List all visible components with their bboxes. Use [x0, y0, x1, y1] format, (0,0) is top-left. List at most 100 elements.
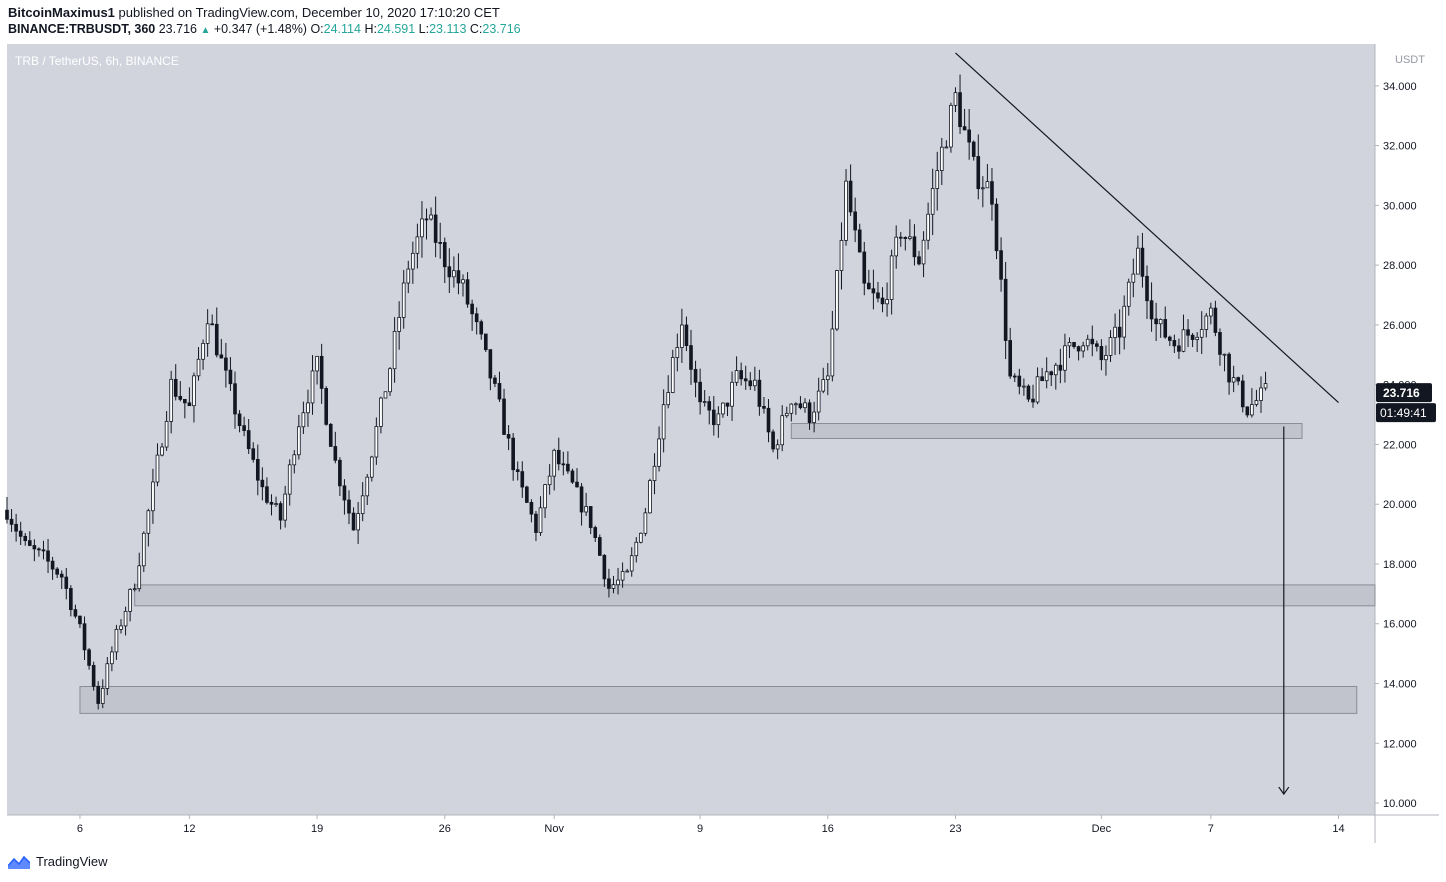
candle: [1190, 333, 1195, 348]
candle: [237, 410, 242, 433]
candle-body: [46, 550, 50, 562]
candle-body: [825, 375, 830, 380]
candle-body: [1204, 315, 1209, 330]
candle: [1026, 384, 1031, 403]
candle-body: [643, 512, 648, 534]
candle: [921, 231, 926, 278]
candle-body: [725, 402, 730, 407]
candle: [433, 196, 438, 258]
candle-body: [1008, 340, 1013, 377]
candle-body: [670, 357, 675, 393]
candle-body: [730, 381, 734, 407]
candle: [255, 444, 260, 496]
candle: [871, 269, 876, 310]
candle: [178, 381, 183, 402]
candle: [1199, 311, 1204, 354]
candle-body: [579, 486, 584, 513]
candle-body: [812, 411, 816, 423]
candle: [1053, 362, 1058, 390]
candle: [442, 237, 447, 284]
candle: [1177, 338, 1181, 359]
candle: [41, 540, 46, 560]
x-tick-label: 26: [439, 823, 451, 835]
candle: [675, 333, 680, 372]
candle: [1231, 365, 1236, 393]
candle-body: [862, 251, 867, 284]
candle: [971, 140, 976, 161]
candle: [1040, 367, 1044, 382]
candle-body: [1117, 326, 1122, 338]
candle: [82, 616, 87, 660]
candle: [1085, 334, 1090, 351]
candle: [1113, 313, 1117, 355]
candle: [839, 222, 844, 290]
candle-body: [1154, 318, 1158, 325]
candle-body: [388, 368, 392, 393]
candle-body: [597, 537, 602, 556]
candle: [661, 389, 666, 453]
support-zone-mid: [134, 584, 1376, 607]
candle: [657, 426, 661, 472]
candle: [949, 102, 953, 153]
tradingview-brand[interactable]: TradingView: [8, 854, 108, 869]
candle-body: [183, 398, 187, 404]
candle: [14, 513, 18, 542]
brand-name: TradingView: [36, 854, 108, 869]
candle-body: [379, 397, 383, 427]
open-value: 24.114: [323, 22, 361, 36]
candle: [447, 248, 452, 293]
candle-body: [1076, 346, 1081, 352]
price-chart[interactable]: USDT 10.000 12.000 14.000 16.000 18.000 20.00…: [0, 44, 1446, 847]
candle-body: [137, 565, 142, 590]
candle-body: [260, 479, 265, 488]
candle-body: [894, 236, 899, 257]
candle: [1250, 388, 1254, 418]
candle: [816, 377, 821, 421]
price-axis[interactable]: [1375, 44, 1439, 815]
candle-body: [1263, 383, 1268, 389]
candle-body: [848, 180, 853, 213]
author-name[interactable]: BitcoinMaximus1: [8, 5, 115, 20]
candle-body: [374, 426, 379, 458]
candle-body: [424, 218, 429, 221]
candle: [584, 492, 588, 516]
candle: [141, 531, 146, 573]
candle-body: [766, 407, 771, 433]
candle-body: [844, 180, 848, 241]
y-tick-label: 16.000: [1383, 619, 1417, 631]
candle-body: [18, 530, 23, 537]
candle-body: [607, 578, 611, 589]
candle-body: [470, 303, 474, 315]
candle-body: [69, 588, 73, 611]
candle-body: [1017, 375, 1022, 387]
candle-body: [538, 507, 543, 533]
candle: [196, 347, 201, 381]
x-tick-label: 12: [183, 823, 195, 835]
candle-body: [566, 463, 570, 472]
candle-body: [784, 412, 789, 417]
candle: [835, 269, 839, 332]
candle: [315, 355, 319, 385]
candle: [379, 396, 383, 434]
candle: [356, 502, 360, 544]
candle: [803, 398, 807, 413]
candle: [880, 287, 885, 313]
open-label: O:: [310, 22, 324, 36]
candle: [246, 418, 251, 455]
candle-body: [55, 568, 59, 575]
chart-container[interactable]: USDT 10.000 12.000 14.000 16.000 18.000 20.00…: [0, 44, 1446, 847]
x-tick-label: Dec: [1092, 823, 1112, 835]
candle-body: [392, 331, 397, 370]
time-axis[interactable]: [7, 815, 1375, 843]
candle: [597, 534, 602, 557]
candle-body: [119, 625, 123, 630]
candle-body: [100, 688, 105, 704]
candle: [392, 317, 397, 383]
candle: [1195, 332, 1199, 353]
candle: [132, 583, 137, 592]
candle: [269, 494, 274, 516]
candle-body: [1031, 398, 1035, 403]
candle-body: [853, 211, 857, 231]
candle-body: [27, 540, 32, 546]
candle: [898, 232, 903, 247]
